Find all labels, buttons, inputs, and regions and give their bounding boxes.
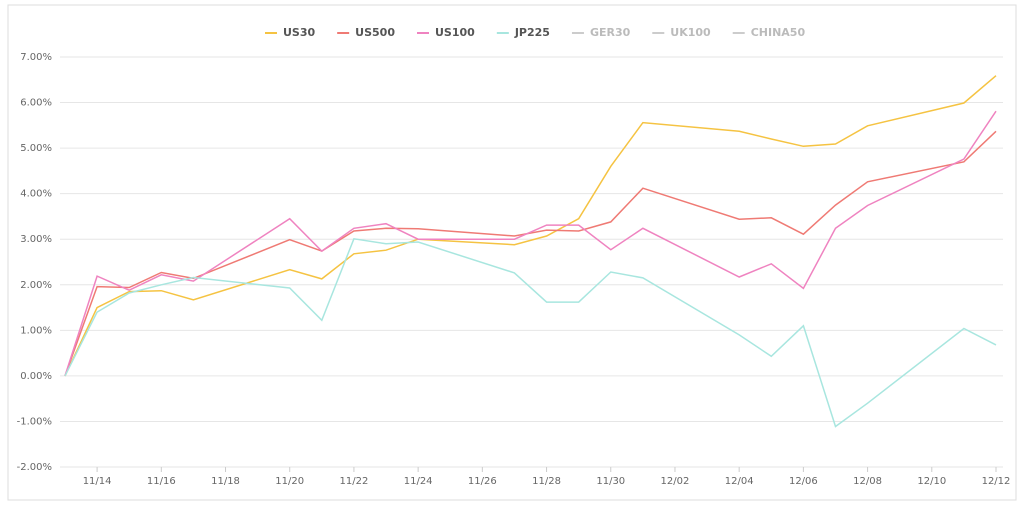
x-tick-label: 11/22 xyxy=(340,476,369,487)
y-tick-label: -2.00% xyxy=(17,462,52,473)
x-tick-label: 11/26 xyxy=(468,476,497,487)
x-tick-label: 11/18 xyxy=(211,476,240,487)
y-tick-label: -1.00% xyxy=(17,416,52,427)
x-tick-label: 11/20 xyxy=(275,476,304,487)
series-line xyxy=(64,130,997,377)
x-tick-label: 11/16 xyxy=(147,476,176,487)
series-line xyxy=(64,237,997,428)
y-tick-label: 3.00% xyxy=(20,234,52,245)
x-tick-label: 11/28 xyxy=(532,476,561,487)
x-tick-label: 11/30 xyxy=(596,476,625,487)
x-tick-label: 12/08 xyxy=(853,476,882,487)
x-tick-label: 11/14 xyxy=(83,476,112,487)
legend-label[interactable]: US500 xyxy=(355,26,395,39)
legend-label[interactable]: US30 xyxy=(283,26,316,39)
y-tick-label: 4.00% xyxy=(20,189,52,200)
x-tick-label: 12/10 xyxy=(917,476,946,487)
y-tick-label: 6.00% xyxy=(20,98,52,109)
x-tick-label: 12/06 xyxy=(789,476,818,487)
legend-label[interactable]: CHINA50 xyxy=(751,26,806,39)
x-tick-label: 12/12 xyxy=(982,476,1011,487)
legend-label[interactable]: JP225 xyxy=(514,26,550,39)
series-line xyxy=(64,110,997,377)
y-tick-label: 2.00% xyxy=(20,280,52,291)
legend-label[interactable]: UK100 xyxy=(670,26,711,39)
legend-label[interactable]: GER30 xyxy=(590,26,631,39)
y-tick-label: 1.00% xyxy=(20,325,52,336)
x-tick-label: 12/04 xyxy=(725,476,754,487)
series-line xyxy=(64,75,997,377)
x-tick-label: 11/24 xyxy=(404,476,433,487)
x-tick-label: 12/02 xyxy=(661,476,690,487)
y-tick-label: 7.00% xyxy=(20,52,52,63)
y-tick-label: 0.00% xyxy=(20,371,52,382)
y-tick-label: 5.00% xyxy=(20,143,52,154)
legend-label[interactable]: US100 xyxy=(435,26,475,39)
chart-frame xyxy=(7,4,1017,501)
